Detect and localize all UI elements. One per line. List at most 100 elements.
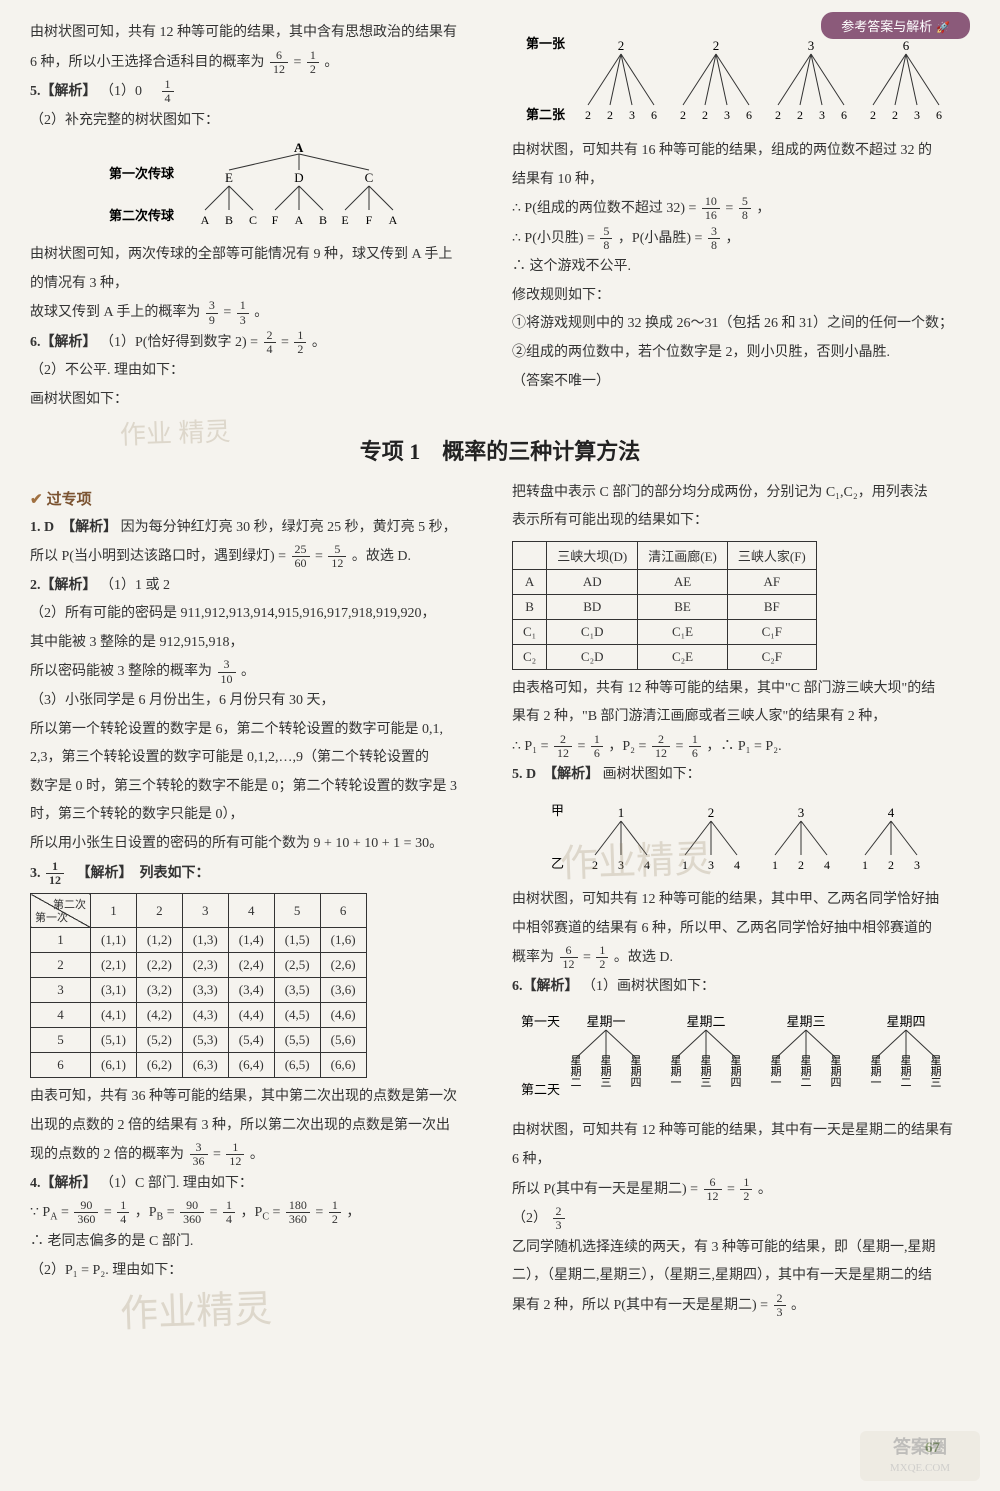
text: = [675, 739, 686, 754]
text: ，∴ P₁ = P₂. [706, 739, 781, 754]
svg-text:D: D [294, 170, 303, 185]
svg-text:4: 4 [888, 805, 895, 820]
text: ， [725, 231, 739, 246]
svg-text:2: 2 [797, 108, 803, 122]
fraction: 14 [162, 78, 174, 105]
svg-text:6: 6 [651, 108, 657, 122]
text-line: （2）P₁ = P₂. 理由如下： [30, 1258, 488, 1285]
text: = [577, 739, 588, 754]
table-3: 第二次第一次1234561(1,1)(1,2)(1,3)(1,4)(1,5)(1… [30, 893, 367, 1078]
svg-text:A: A [201, 213, 210, 227]
svg-text:星期一: 星期一 [871, 1054, 882, 1089]
svg-text:星期三: 星期三 [601, 1054, 612, 1089]
fraction: 12 [596, 944, 608, 971]
tree-diagram-6: 第一天 第二天 星期一星期二星期三星期四 星期二星期三星期四星期一星期三星期四星… [516, 1004, 966, 1114]
text: = [269, 1205, 284, 1220]
svg-text:星期四: 星期四 [631, 1054, 642, 1089]
text-line: 由树状图，可知共有 12 种等可能的结果，其中有一天是星期二的结果有 [512, 1118, 970, 1145]
fraction: 612 [270, 49, 288, 76]
tree-label: 第一天 [521, 1014, 560, 1029]
text-line: （3）小张同学是 6 月份出生，6 月份只有 30 天， [30, 688, 488, 715]
text-line: ∴ P₁ = 212 = 16 ，P₂ = 212 = 16 ，∴ P₁ = P… [512, 733, 970, 761]
svg-text:F: F [366, 213, 373, 227]
text-line: 由树状图可知，共有 12 种等可能的结果，其中含有思想政治的结果有 [30, 20, 488, 47]
text-line: 所以密码能被 3 整除的概率为 310 。 [30, 658, 488, 686]
fraction: 612 [560, 944, 578, 971]
svg-text:6: 6 [936, 108, 942, 122]
svg-text:2: 2 [870, 108, 876, 122]
text: 。故选 D. [614, 950, 673, 965]
svg-text:F: F [272, 213, 279, 227]
text-line: 表示所有可能出现的结果如下： [512, 508, 970, 535]
svg-text:星期四: 星期四 [831, 1054, 842, 1089]
text-line: ∴ P(组成的两位数不超过 32) = 1016 = 58 ， [512, 195, 970, 223]
svg-text:3: 3 [629, 108, 635, 122]
label: 3. [30, 865, 44, 880]
svg-text:3: 3 [914, 108, 920, 122]
text: = [57, 1205, 72, 1220]
svg-text:星期四: 星期四 [886, 1014, 925, 1029]
svg-text:6: 6 [841, 108, 847, 122]
text-line: 由树状图，可知共有 16 种等可能的结果，组成的两位数不超过 32 的 [512, 138, 970, 165]
text: 6 种，所以小王选择合适科目的概率为 [30, 55, 265, 70]
fraction: 12 [294, 329, 306, 356]
text: 。 [250, 1147, 264, 1162]
svg-text:A: A [389, 213, 398, 227]
svg-text:3: 3 [808, 38, 815, 53]
svg-text:星期一: 星期一 [671, 1054, 682, 1089]
text-line: （2） 23 [512, 1205, 970, 1233]
text-line: ∴ 这个游戏不公平. [512, 254, 970, 281]
tree-label: 第二次传球 [109, 208, 175, 223]
fraction: 58 [739, 195, 751, 222]
text-line: 6 种， [512, 1147, 970, 1174]
svg-text:C: C [365, 170, 374, 185]
text-line: ∴ 老同志偏多的是 C 部门. [30, 1229, 488, 1256]
text-line: ①将游戏规则中的 32 换成 26～31（包括 26 和 31）之间的任何一个数… [512, 311, 970, 338]
header-tag: 参考答案与解析 [821, 12, 970, 39]
fraction: 16 [689, 733, 701, 760]
fraction: 612 [704, 1176, 722, 1203]
label: 4.【解析】 [30, 1176, 97, 1191]
text-line: 数字是 0 时，第三个转轮的数字不能是 0；第二个转轮设置的数字是 3 [30, 774, 488, 801]
text: = [315, 549, 326, 564]
label: 6.【解析】 [512, 979, 579, 994]
text: 因为每分钟红灯亮 30 秒，绿灯亮 25 秒，黄灯亮 5 秒， [121, 520, 457, 535]
text-line: 其中能被 3 整除的是 912,915,918， [30, 630, 488, 657]
fraction: 336 [190, 1141, 208, 1168]
svg-text:2: 2 [702, 108, 708, 122]
tree-label: 第二天 [521, 1082, 560, 1097]
text-line: 结果有 10 种， [512, 167, 970, 194]
text: ，P₂ = [608, 739, 650, 754]
text-line: 乙同学随机选择连续的两天，有 3 种等可能的结果，即（星期一,星期 [512, 1235, 970, 1262]
fraction: 180360 [286, 1199, 310, 1226]
tree-r1-lvl1: 2236 [618, 38, 910, 53]
text: = [583, 950, 594, 965]
fraction: 112 [46, 860, 64, 887]
svg-text:B: B [225, 213, 233, 227]
svg-text:2: 2 [618, 38, 625, 53]
tree-lvl1: EDC [225, 154, 373, 185]
text: 。 [241, 664, 255, 679]
text: 果有 2 种，所以 P(其中有一天是星期二) = [512, 1298, 772, 1313]
text: 概率为 [512, 950, 554, 965]
fraction: 14 [117, 1199, 129, 1226]
svg-text:3: 3 [724, 108, 730, 122]
text: 所以 P(其中有一天是星期二) = [512, 1181, 702, 1196]
text-line: 现的点数的 2 倍的概率为 336 = 112 。 [30, 1141, 488, 1169]
text-line: 果有 2 种，"B 部门游清江画廊或者三峡人家"的结果有 2 种， [512, 704, 970, 731]
svg-text:星期一: 星期一 [771, 1054, 782, 1089]
tree-r1-lvl2: 2236223622362236 [585, 54, 942, 122]
label: 5. D 【解析】 [512, 767, 599, 782]
fraction: 14 [223, 1199, 235, 1226]
fraction: 90360 [180, 1199, 204, 1226]
text-line: 由树状图可知，两次传球的全部等可能情况有 9 种，球又传到 A 手上 [30, 242, 488, 269]
svg-text:6: 6 [903, 38, 910, 53]
text: ∴ P₁ = [512, 739, 552, 754]
fraction: 58 [600, 225, 612, 252]
text: ， [346, 1205, 360, 1220]
tree6-lvl1: 星期一星期二星期三星期四 [586, 1014, 925, 1029]
text: （2） [512, 1211, 547, 1226]
fraction: 90360 [74, 1199, 98, 1226]
q3: 3. 112 【解析】 列表如下： [30, 860, 488, 888]
q5-head: 5. D 【解析】 画树状图如下： [512, 762, 970, 789]
